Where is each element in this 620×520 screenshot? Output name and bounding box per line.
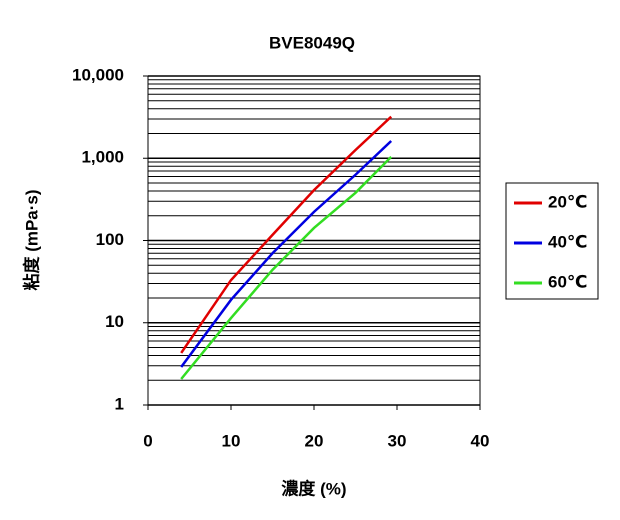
chart-title: BVE8049Q <box>269 33 355 52</box>
y-tick-label: 10,000 <box>72 65 124 84</box>
x-tick-label: 10 <box>222 431 241 450</box>
y-axis-label: 粘度 (mPa·s) <box>21 189 41 290</box>
y-tick-label: 1,000 <box>81 148 124 167</box>
x-tick-label: 40 <box>471 431 490 450</box>
y-tick-label: 10 <box>105 312 124 331</box>
x-tick-label: 20 <box>305 431 324 450</box>
legend-label: 40℃ <box>548 232 588 251</box>
x-axis-label: 濃度 (%) <box>281 478 346 498</box>
y-tick-label: 1 <box>115 394 124 413</box>
y-tick-label: 100 <box>96 230 124 249</box>
x-tick-label: 0 <box>143 431 152 450</box>
line <box>180 140 393 368</box>
legend-label: 20℃ <box>548 192 588 211</box>
legend-label: 60℃ <box>548 272 588 291</box>
line <box>180 155 393 380</box>
x-tick-label: 30 <box>388 431 407 450</box>
line <box>180 115 393 354</box>
plot-border <box>147 75 481 406</box>
